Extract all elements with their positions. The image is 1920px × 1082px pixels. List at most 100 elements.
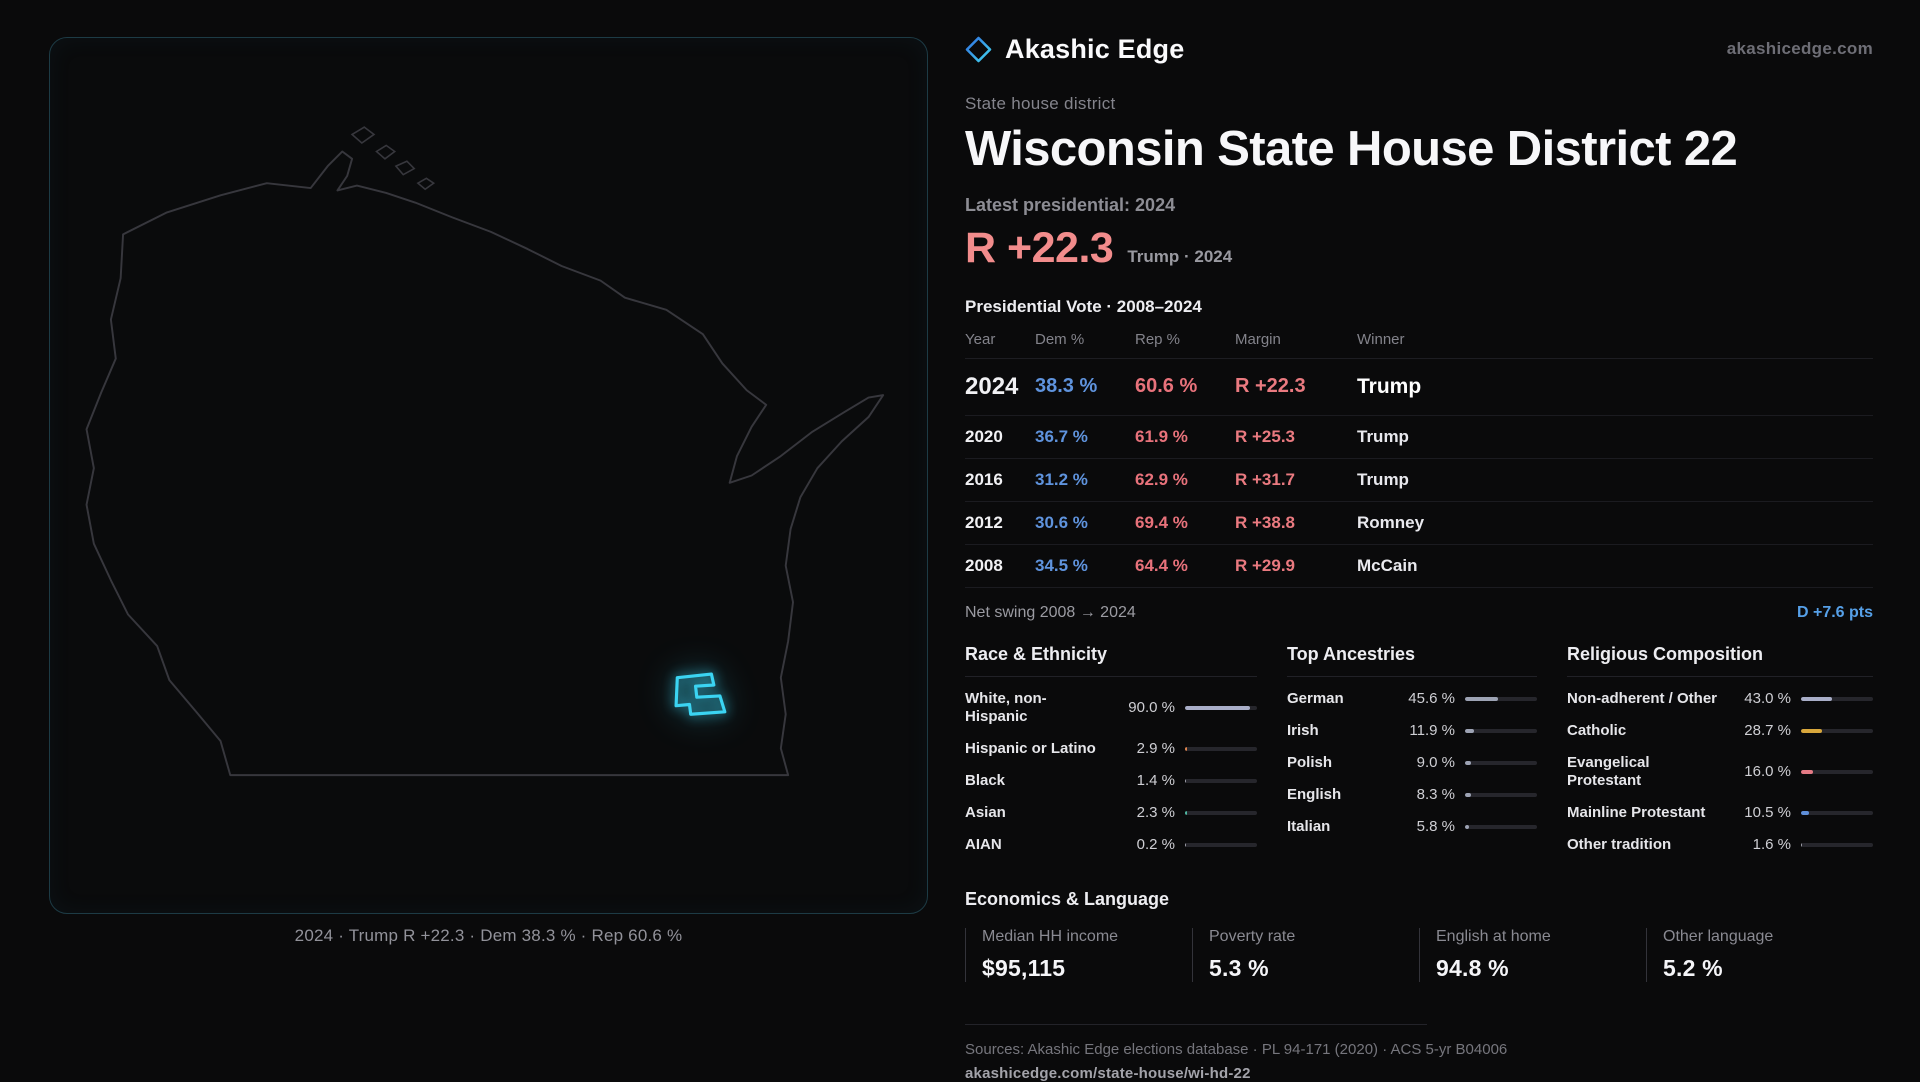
bar-fill bbox=[1465, 761, 1471, 765]
bar-track bbox=[1465, 793, 1537, 797]
permalink[interactable]: akashicedge.com/state-house/wi-hd-22 bbox=[965, 1065, 1873, 1082]
demographic-row: Mainline Protestant 10.5 % bbox=[1567, 797, 1873, 829]
vote-table-row: 2008 34.5 % 64.4 % R +29.9 McCain bbox=[965, 545, 1873, 588]
ancestry-rows: German 45.6 % Irish 11.9 % Polish 9.0 % bbox=[1287, 683, 1537, 843]
headline-margin-row: R +22.3 Trump · 2024 bbox=[965, 224, 1873, 273]
brand-header: Akashic Edge akashicedge.com bbox=[965, 28, 1873, 70]
year-cell: 2008 bbox=[965, 556, 1035, 576]
bar-track bbox=[1185, 843, 1257, 847]
apostle-islands bbox=[352, 127, 434, 189]
demo-label: Non-adherent / Other bbox=[1567, 690, 1725, 708]
year-cell: 2024 bbox=[965, 373, 1035, 401]
bar-track bbox=[1465, 825, 1537, 829]
vote-table-row: 2016 31.2 % 62.9 % R +31.7 Trump bbox=[965, 459, 1873, 502]
vote-table-body: 2024 38.3 % 60.6 % R +22.3 Trump 2020 36… bbox=[965, 359, 1873, 588]
dem-cell: 36.7 % bbox=[1035, 427, 1135, 447]
stat-cell: English at home 94.8 % bbox=[1419, 928, 1646, 982]
race-rows: White, non-Hispanic 90.0 % Hispanic or L… bbox=[965, 683, 1257, 861]
demo-label: Mainline Protestant bbox=[1567, 804, 1725, 822]
margin-cell: R +31.7 bbox=[1235, 470, 1357, 490]
religion-rows: Non-adherent / Other 43.0 % Catholic 28.… bbox=[1567, 683, 1873, 861]
footer-divider bbox=[965, 1024, 1427, 1025]
bar-fill bbox=[1465, 793, 1471, 797]
map-caption: 2024 · Trump R +22.3 · Dem 38.3 % · Rep … bbox=[49, 926, 928, 946]
stat-value: $95,115 bbox=[982, 955, 1192, 982]
col-year: Year bbox=[965, 331, 1035, 348]
rep-cell: 61.9 % bbox=[1135, 427, 1235, 447]
latest-presidential-label: Latest presidential: 2024 bbox=[965, 195, 1873, 216]
rep-cell: 60.6 % bbox=[1135, 375, 1235, 398]
bar-fill bbox=[1465, 825, 1469, 829]
margin-cell: R +25.3 bbox=[1235, 427, 1357, 447]
vote-table-row: 2020 36.7 % 61.9 % R +25.3 Trump bbox=[965, 416, 1873, 459]
bar-fill bbox=[1801, 811, 1809, 815]
stat-value: 5.3 % bbox=[1209, 955, 1419, 982]
year-cell: 2016 bbox=[965, 470, 1035, 490]
bar-fill bbox=[1185, 747, 1187, 751]
year-cell: 2020 bbox=[965, 427, 1035, 447]
vote-table-header: Year Dem % Rep % Margin Winner bbox=[965, 331, 1873, 359]
demographic-row: Other tradition 1.6 % bbox=[1567, 829, 1873, 861]
sources-line: Sources: Akashic Edge elections database… bbox=[965, 1041, 1873, 1058]
bar-track bbox=[1801, 843, 1873, 847]
stat-label: Poverty rate bbox=[1209, 928, 1419, 946]
district-22-shape[interactable] bbox=[676, 674, 725, 714]
brand: Akashic Edge bbox=[965, 34, 1184, 65]
bar-track bbox=[1465, 761, 1537, 765]
bar-track bbox=[1465, 697, 1537, 701]
demographic-row: Italian 5.8 % bbox=[1287, 811, 1537, 843]
demo-value: 10.5 % bbox=[1735, 804, 1791, 821]
demo-value: 16.0 % bbox=[1735, 763, 1791, 780]
wisconsin-map bbox=[50, 38, 927, 913]
race-ethnicity-title: Race & Ethnicity bbox=[965, 644, 1257, 677]
dem-cell: 30.6 % bbox=[1035, 513, 1135, 533]
col-dem: Dem % bbox=[1035, 331, 1135, 348]
demo-value: 28.7 % bbox=[1735, 722, 1791, 739]
bar-track bbox=[1801, 811, 1873, 815]
demo-value: 90.0 % bbox=[1119, 699, 1175, 716]
demo-value: 2.3 % bbox=[1119, 804, 1175, 821]
economics-stats: Median HH income $95,115 Poverty rate 5.… bbox=[965, 928, 1873, 982]
bar-fill bbox=[1465, 729, 1474, 733]
demo-value: 11.9 % bbox=[1399, 722, 1455, 739]
dem-cell: 31.2 % bbox=[1035, 470, 1135, 490]
stat-cell: Other language 5.2 % bbox=[1646, 928, 1873, 982]
kicker: State house district bbox=[965, 94, 1873, 114]
bar-fill bbox=[1801, 697, 1832, 701]
stat-value: 94.8 % bbox=[1436, 955, 1646, 982]
net-swing-value: D +7.6 pts bbox=[1797, 604, 1873, 622]
demo-value: 1.6 % bbox=[1735, 836, 1791, 853]
wisconsin-outline bbox=[87, 151, 884, 775]
headline-margin-detail: Trump · 2024 bbox=[1127, 247, 1232, 267]
col-margin: Margin bbox=[1235, 331, 1357, 348]
demo-label: White, non-Hispanic bbox=[965, 690, 1109, 726]
district-map-panel bbox=[49, 37, 928, 914]
religious-composition-title: Religious Composition bbox=[1567, 644, 1873, 677]
economics-title: Economics & Language bbox=[965, 889, 1873, 910]
bar-fill bbox=[1185, 779, 1186, 783]
demo-label: AIAN bbox=[965, 836, 1109, 854]
net-swing-row: Net swing 2008 → 2024 D +7.6 pts bbox=[965, 588, 1873, 622]
col-rep: Rep % bbox=[1135, 331, 1235, 348]
bar-track bbox=[1801, 697, 1873, 701]
stat-cell: Poverty rate 5.3 % bbox=[1192, 928, 1419, 982]
rep-cell: 69.4 % bbox=[1135, 513, 1235, 533]
stat-label: Median HH income bbox=[982, 928, 1192, 946]
demo-value: 43.0 % bbox=[1735, 690, 1791, 707]
district-report: Akashic Edge akashicedge.com State house… bbox=[965, 28, 1873, 1082]
col-winner: Winner bbox=[1357, 331, 1873, 348]
demo-label: Other tradition bbox=[1567, 836, 1725, 854]
brand-site-link[interactable]: akashicedge.com bbox=[1727, 39, 1873, 59]
demo-value: 8.3 % bbox=[1399, 786, 1455, 803]
vote-table-row: 2024 38.3 % 60.6 % R +22.3 Trump bbox=[965, 359, 1873, 416]
net-swing-label: Net swing 2008 → 2024 bbox=[965, 604, 1136, 622]
stat-cell: Median HH income $95,115 bbox=[965, 928, 1192, 982]
bar-track bbox=[1465, 729, 1537, 733]
race-ethnicity-section: Race & Ethnicity White, non-Hispanic 90.… bbox=[965, 644, 1257, 861]
demo-label: Irish bbox=[1287, 722, 1389, 740]
brand-name: Akashic Edge bbox=[1005, 34, 1184, 65]
rep-cell: 62.9 % bbox=[1135, 470, 1235, 490]
bar-track bbox=[1801, 729, 1873, 733]
diamond-logo-icon bbox=[965, 36, 992, 63]
winner-cell: Trump bbox=[1357, 427, 1873, 447]
